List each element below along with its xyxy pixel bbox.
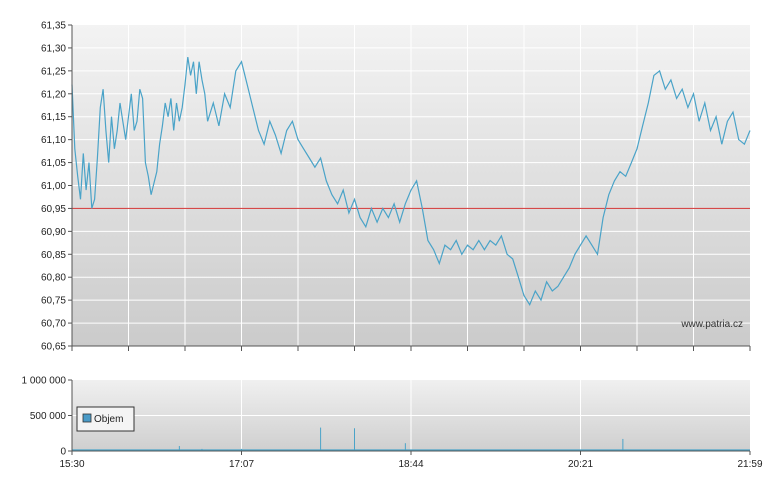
- price-line-path: [71, 57, 751, 307]
- volume-x-tick-label: 21:59: [737, 459, 762, 470]
- volume-legend: Objem: [76, 406, 135, 432]
- volume-y-ticks: 0 500 000 1 000 000: [22, 376, 72, 458]
- watermark: www.patria.cz: [680, 319, 743, 330]
- legend-label: Objem: [94, 414, 123, 425]
- volume-x-tick-label: 20:21: [568, 459, 593, 470]
- price-y-tick-label: 60,65: [41, 342, 66, 353]
- volume-x-tick-label: 15:30: [59, 459, 84, 470]
- volume-y-tick-label: 0: [60, 447, 66, 458]
- price-y-tick-label: 61,35: [41, 21, 66, 32]
- price-y-tick-label: 61,30: [41, 43, 66, 54]
- price-y-tick-label: 61,10: [41, 135, 66, 146]
- volume-y-tick-label: 1 000 000: [22, 376, 67, 387]
- price-y-tick-label: 60,85: [41, 250, 66, 261]
- volume-panel: 0 500 000 1 000 000 15:30 17:07 18:44 20:21 21…: [22, 376, 763, 471]
- volume-y-tick-label: 500 000: [30, 411, 67, 422]
- price-y-tick-label: 60,80: [41, 273, 66, 284]
- price-x-ticks: [71, 346, 751, 351]
- volume-x-tick-label: 17:07: [229, 459, 254, 470]
- price-y-tick-label: 61,25: [41, 66, 66, 77]
- price-y-tick-label: 61,05: [41, 158, 66, 169]
- price-series: [71, 57, 751, 307]
- price-panel: 60,65 60,70 60,75 60,80 60,85 60,90 60,95 61,00…: [41, 21, 751, 353]
- price-y-tick-label: 60,70: [41, 319, 66, 330]
- price-y-tick-label: 60,95: [41, 204, 66, 215]
- volume-x-ticks: 15:30 17:07 18:44 20:21 21:59: [59, 451, 763, 470]
- price-y-ticks: 60,65 60,70 60,75 60,80 60,85 60,90 60,95 61,00…: [41, 21, 72, 353]
- price-y-tick-label: 60,90: [41, 227, 66, 238]
- price-y-tick-label: 60,75: [41, 296, 66, 307]
- price-y-tick-label: 61,20: [41, 89, 66, 100]
- volume-grid: [72, 380, 750, 451]
- volume-x-tick-label: 18:44: [398, 459, 423, 470]
- price-grid: [72, 25, 750, 346]
- price-y-tick-label: 61,15: [41, 112, 66, 123]
- legend-swatch: [82, 413, 92, 423]
- price-y-tick-label: 61,00: [41, 181, 66, 192]
